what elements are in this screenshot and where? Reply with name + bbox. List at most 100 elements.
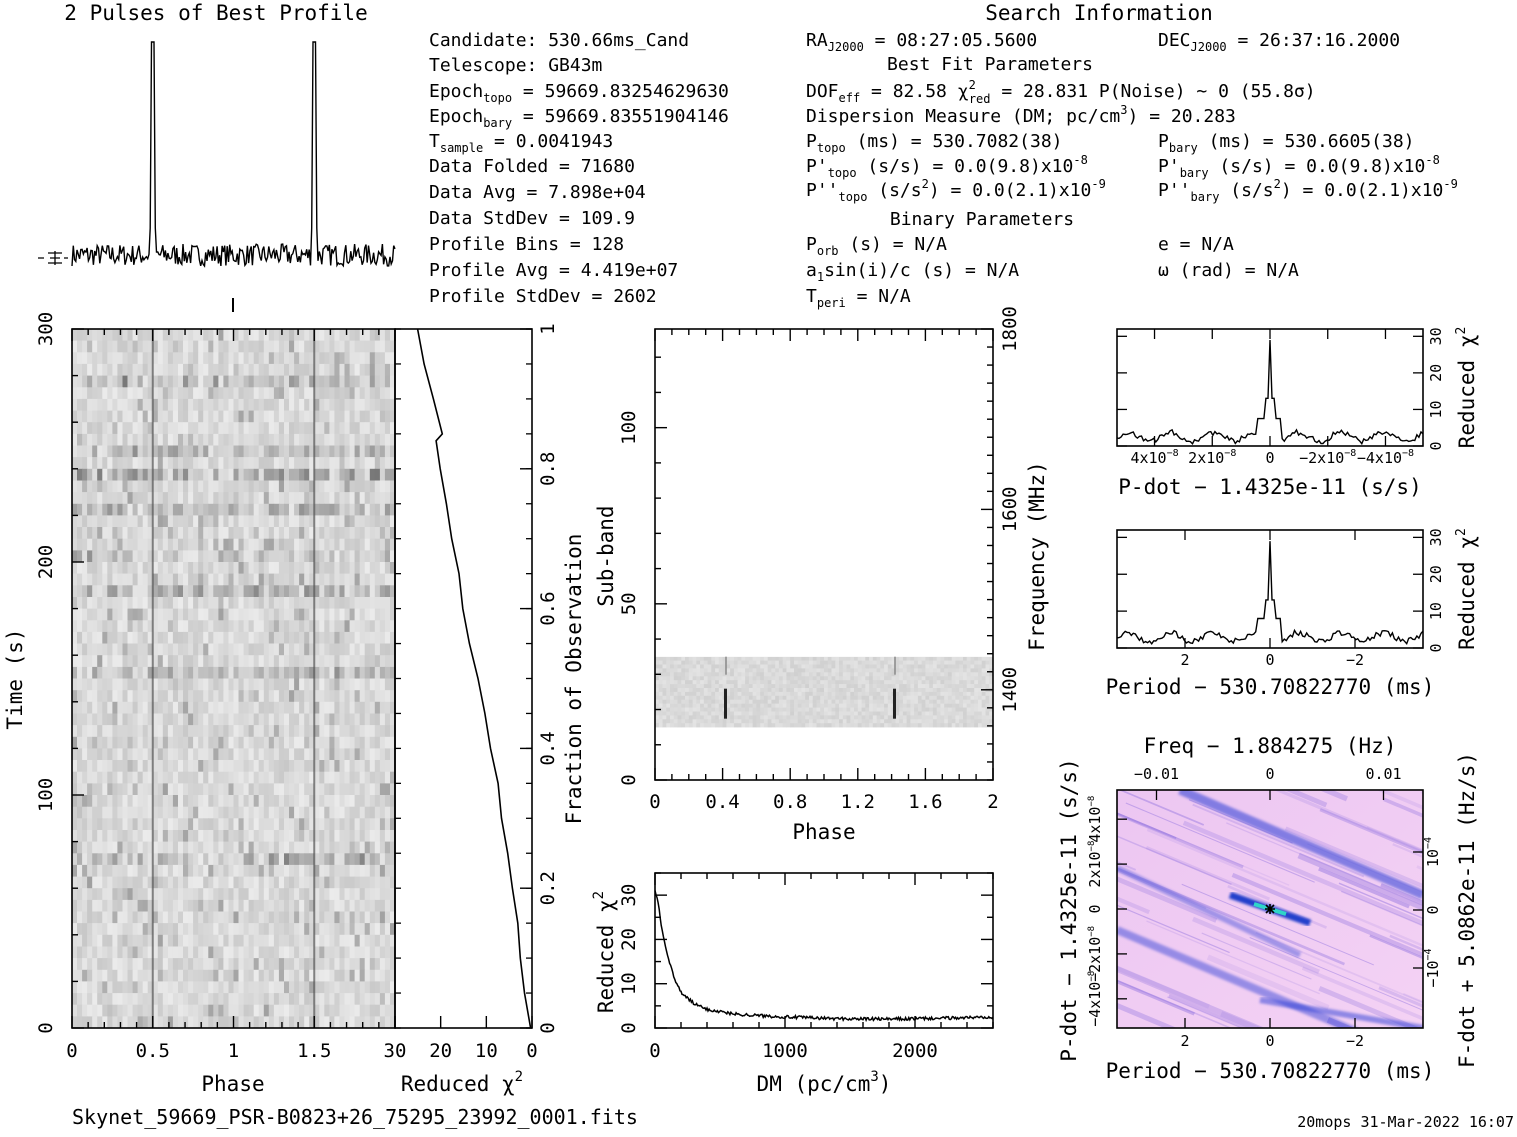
heatmap-cell — [82, 562, 88, 574]
subband-cell — [764, 657, 768, 661]
heatmap-cell — [218, 679, 224, 691]
heatmap-cell — [319, 958, 325, 970]
heatmap-cell — [97, 434, 103, 446]
heatmap-cell — [289, 434, 295, 446]
heatmap-cell — [188, 632, 194, 644]
heatmap-cell — [234, 679, 240, 691]
heatmap-cell — [269, 644, 275, 656]
heatmap-cell — [334, 434, 340, 446]
heatmap-cell — [82, 1005, 88, 1017]
heatmap-cell — [198, 644, 204, 656]
heatmap-cell — [269, 469, 275, 481]
heatmap-cell — [244, 690, 250, 702]
heatmap-cell — [173, 993, 179, 1005]
heatmap-cell — [107, 341, 113, 353]
heatmap-cell — [112, 748, 118, 760]
heatmap-cell — [254, 585, 260, 597]
heatmap-cell — [188, 923, 194, 935]
heatmap-cell — [329, 714, 335, 726]
heatmap-cell — [385, 772, 391, 784]
heatmap-cell — [370, 667, 376, 679]
heatmap-cell — [82, 329, 88, 341]
subband-cell — [726, 692, 730, 696]
heatmap-cell — [334, 725, 340, 737]
heatmap-cell — [107, 760, 113, 772]
heatmap-cell — [198, 795, 204, 807]
heatmap-cell — [299, 807, 305, 819]
heatmap-cell — [299, 947, 305, 959]
heatmap-cell — [329, 807, 335, 819]
subband-cell — [745, 680, 749, 684]
subband-cell — [775, 672, 779, 676]
heatmap-cell — [92, 1016, 98, 1028]
heatmap-cell — [128, 376, 134, 388]
heatmap-cell — [203, 620, 209, 632]
heatmap-cell — [324, 539, 330, 551]
heatmap-cell — [223, 515, 229, 527]
subband-cell — [835, 665, 839, 669]
subband-cell — [839, 692, 843, 696]
subband-cell — [779, 692, 783, 696]
heatmap-cell — [274, 830, 280, 842]
heatmap-cell — [365, 900, 371, 912]
subband-cell — [708, 680, 712, 684]
subband-cell — [734, 696, 738, 700]
heatmap-cell — [334, 795, 340, 807]
subband-cell — [986, 684, 990, 688]
heatmap-cell — [193, 923, 199, 935]
subband-cell — [873, 684, 877, 688]
heatmap-cell — [123, 562, 129, 574]
heatmap-cell — [385, 737, 391, 749]
heatmap-cell — [234, 597, 240, 609]
heatmap-cell — [133, 585, 139, 597]
heatmap-cell — [223, 585, 229, 597]
heatmap-cell — [370, 714, 376, 726]
subband-cell — [952, 692, 956, 696]
heatmap-cell — [304, 597, 310, 609]
heatmap-cell — [188, 935, 194, 947]
heatmap-cell — [380, 1005, 386, 1017]
heatmap-cell — [249, 1005, 255, 1017]
subband-cell — [708, 668, 712, 672]
heatmap-cell — [324, 993, 330, 1005]
subband-cell — [756, 684, 760, 688]
heatmap-cell — [239, 807, 245, 819]
subband-cell — [760, 668, 764, 672]
heatmap-cell — [375, 644, 381, 656]
heatmap-cell — [239, 1016, 245, 1028]
heatmap-cell — [138, 958, 144, 970]
heatmap-cell — [168, 725, 174, 737]
heatmap-cell — [304, 574, 310, 586]
heatmap-cell — [193, 888, 199, 900]
heatmap-cell — [178, 737, 184, 749]
heatmap-cell — [360, 737, 366, 749]
heatmap-cell — [229, 690, 235, 702]
heatmap-cell — [138, 830, 144, 842]
subband-cell — [790, 696, 794, 700]
heatmap-cell — [284, 993, 290, 1005]
heatmap-cell — [259, 725, 265, 737]
heatmap-cell — [234, 888, 240, 900]
heatmap-cell — [158, 865, 164, 877]
subband-cell — [764, 680, 768, 684]
subband-cell — [918, 668, 922, 672]
heatmap-cell — [294, 364, 300, 376]
heatmap-cell — [274, 725, 280, 737]
y-tick-label: 0 — [537, 1022, 559, 1033]
subband-cell — [715, 661, 719, 665]
heatmap-cell — [294, 527, 300, 539]
heatmap-cell — [350, 1016, 356, 1028]
heatmap-cell — [97, 527, 103, 539]
subband-cell — [854, 688, 858, 692]
heatmap-cell — [72, 830, 78, 842]
heatmap-cell — [319, 772, 325, 784]
heatmap-cell — [360, 981, 366, 993]
heatmap-cell — [365, 772, 371, 784]
subband-cell — [933, 684, 937, 688]
heatmap-cell — [259, 900, 265, 912]
pbary-line: Pbary (ms) = 530.6605(38) — [1158, 131, 1415, 155]
subband-cell — [685, 684, 689, 688]
heatmap-cell — [143, 492, 149, 504]
heatmap-cell — [112, 760, 118, 772]
heatmap-cell — [264, 807, 270, 819]
